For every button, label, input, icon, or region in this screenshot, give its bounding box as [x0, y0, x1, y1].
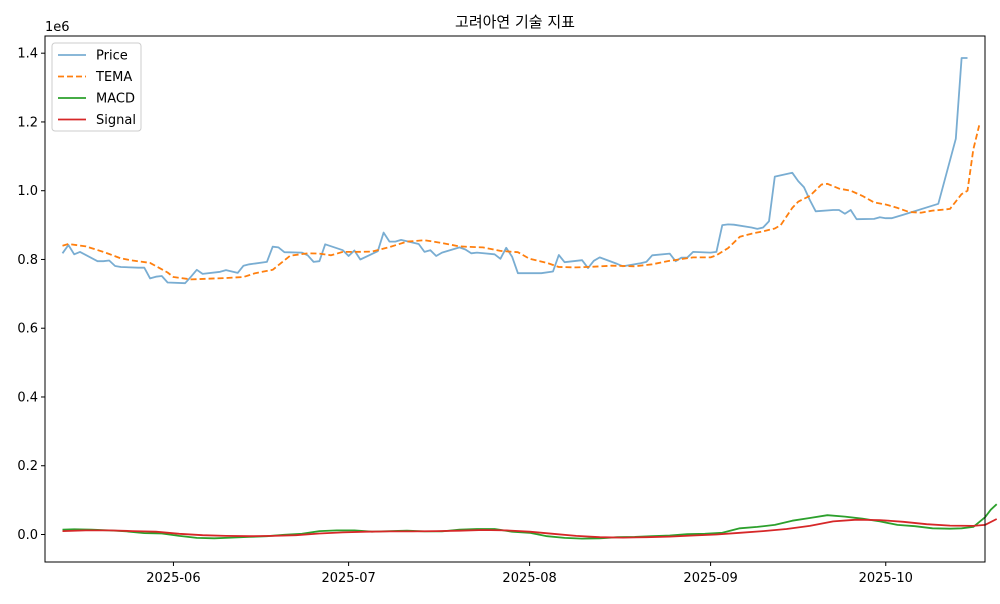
plot-frame — [44, 35, 986, 563]
legend-label-macd: MACD — [96, 92, 135, 107]
legend: Price TEMA MACD Signal — [51, 42, 142, 132]
x-tick-label: 2025-07 — [321, 571, 375, 586]
x-tick-label: 2025-08 — [502, 571, 556, 586]
y-tick-label: 1.0 — [17, 184, 38, 199]
y-tick-label: 1.4 — [17, 47, 38, 62]
legend-label-price: Price — [96, 49, 128, 64]
x-tick-label: 2025-09 — [683, 571, 737, 586]
legend-label-signal: Signal — [96, 113, 136, 128]
y-axis-multiplier: 1e6 — [45, 20, 70, 35]
series-layer — [61, 57, 998, 540]
y-tick-label: 0.8 — [17, 253, 38, 268]
chart-title: 고려아연 기술 지표 — [455, 13, 575, 31]
series-line-tema — [62, 125, 981, 281]
x-tick-label: 2025-06 — [146, 571, 200, 586]
y-tick-label: 0.0 — [17, 528, 38, 543]
legend-label-tema: TEMA — [95, 70, 132, 85]
y-tick-label: 0.4 — [17, 390, 38, 405]
y-tick-label: 0.6 — [17, 322, 38, 337]
y-tick-label: 1.2 — [17, 115, 38, 130]
y-tick-label: 0.2 — [17, 459, 38, 474]
x-axis: 2025-06 2025-07 2025-08 2025-09 2025-10 — [146, 562, 913, 586]
y-axis: 0.0 0.2 0.4 0.6 0.8 1.0 1.2 1.4 — [17, 47, 45, 543]
series-line-macd — [62, 503, 998, 540]
series-line-signal — [62, 518, 998, 539]
series-line-price — [61, 57, 968, 285]
legend-box — [51, 42, 142, 132]
x-tick-label: 2025-10 — [859, 571, 913, 586]
